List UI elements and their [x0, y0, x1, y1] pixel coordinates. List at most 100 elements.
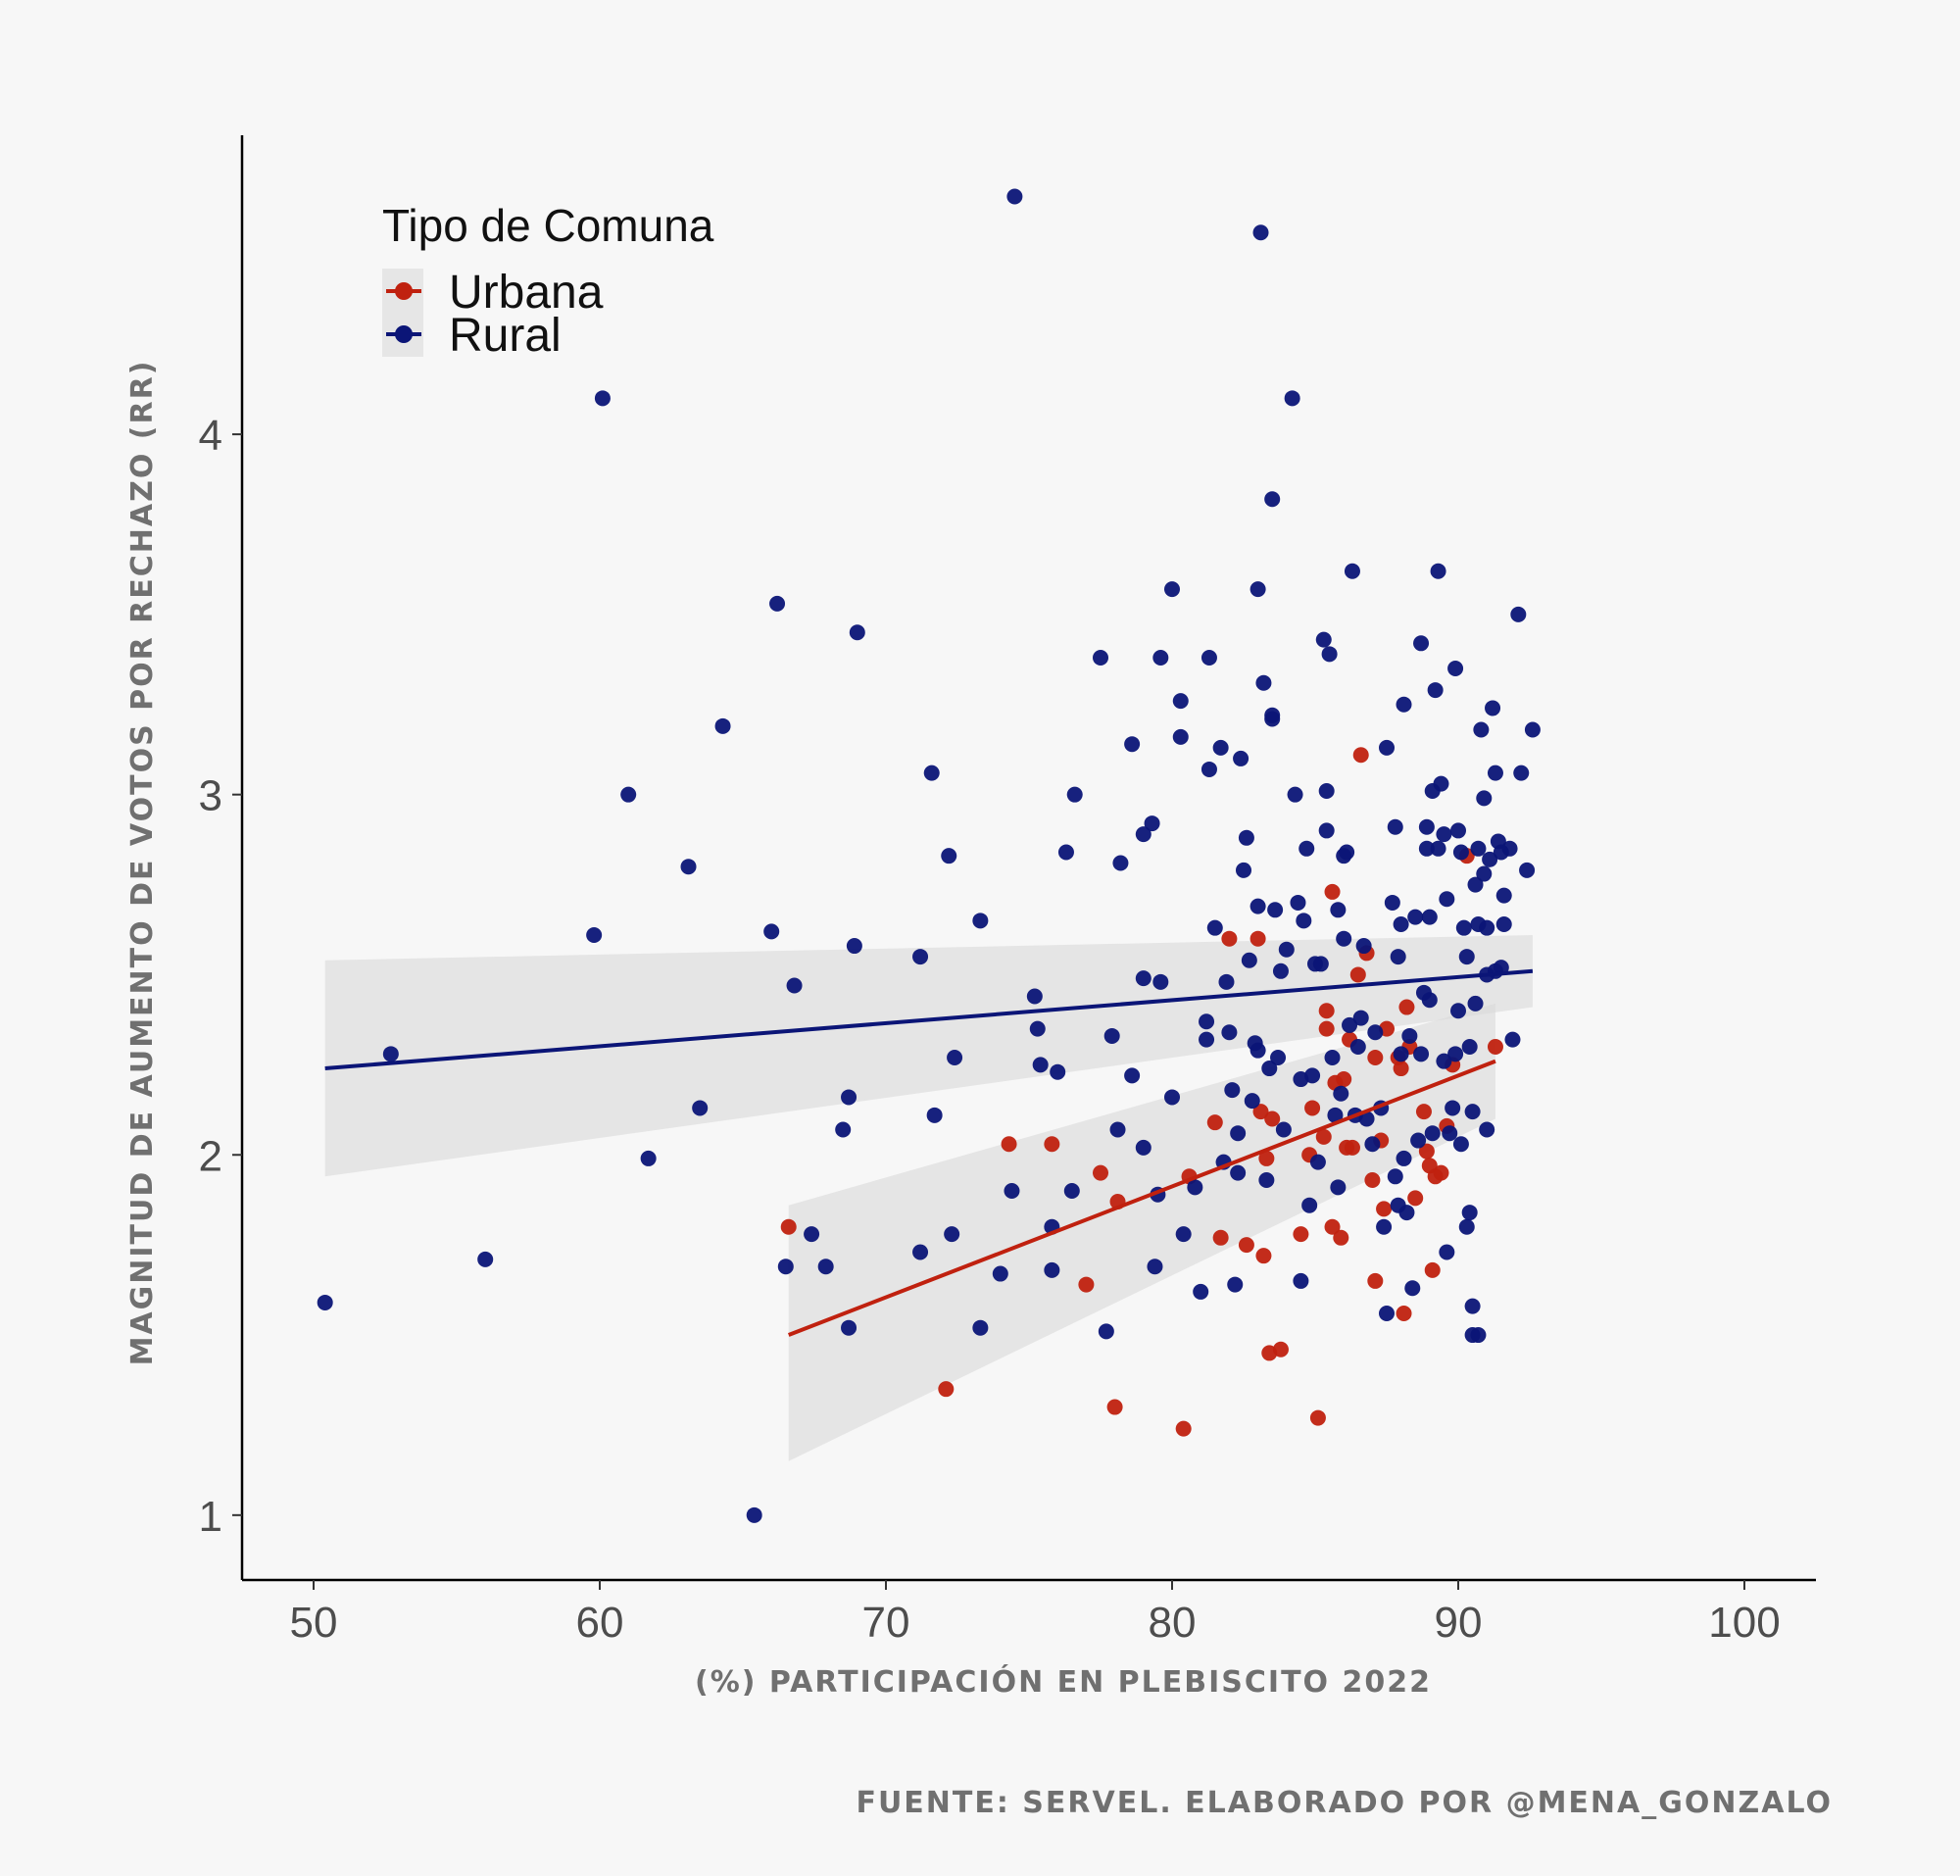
point-rural: [1193, 1283, 1209, 1300]
x-tick-label: 70: [862, 1599, 910, 1647]
point-urbana: [1309, 1409, 1326, 1426]
point-rural: [1309, 1154, 1326, 1170]
point-rural: [1450, 1003, 1466, 1019]
source-note: FUENTE: SERVEL. ELABORADO POR @MENA_GONZ…: [856, 1786, 1833, 1820]
y-ticks: 1 2 3 4: [199, 412, 242, 1541]
point-rural: [1513, 765, 1530, 781]
point-urbana: [1106, 1399, 1123, 1415]
point-rural: [923, 765, 940, 781]
point-rural: [1103, 1027, 1120, 1044]
point-rural: [1112, 855, 1129, 871]
point-rural: [1206, 919, 1223, 936]
point-rural: [1504, 1031, 1521, 1048]
point-rural: [1290, 894, 1306, 911]
point-rural: [1358, 1111, 1375, 1127]
point-rural: [1413, 635, 1430, 652]
point-rural: [1461, 1038, 1478, 1055]
point-urbana: [1349, 966, 1366, 983]
point-rural: [1445, 1100, 1461, 1116]
point-rural: [1379, 1305, 1395, 1321]
axes: [240, 135, 1816, 1582]
point-urbana: [938, 1381, 955, 1398]
point-rural: [1315, 631, 1332, 648]
point-rural: [1390, 949, 1406, 965]
point-rural: [1376, 1218, 1393, 1235]
point-rural: [1135, 826, 1152, 843]
point-rural: [586, 927, 603, 944]
point-rural: [841, 1089, 858, 1106]
point-rural: [1450, 822, 1466, 839]
point-rural: [1301, 1197, 1318, 1213]
point-rural: [1147, 1259, 1163, 1275]
point-rural: [1050, 1063, 1066, 1080]
point-rural: [972, 1319, 989, 1336]
y-tick-label: 3: [199, 772, 222, 820]
point-rural: [1324, 1050, 1341, 1066]
point-rural: [1367, 1024, 1384, 1041]
point-rural: [1221, 1024, 1238, 1041]
point-rural: [1473, 721, 1490, 738]
point-rural: [1275, 1121, 1292, 1138]
point-rural: [1495, 887, 1512, 904]
point-rural: [1387, 1168, 1403, 1185]
point-rural: [1470, 840, 1487, 857]
point-rural: [1255, 674, 1272, 691]
point-urbana: [780, 1218, 797, 1235]
point-rural: [382, 1046, 399, 1062]
point-rural: [1252, 224, 1269, 241]
point-rural: [1172, 693, 1189, 710]
point-rural: [1327, 1107, 1344, 1123]
point-rural: [817, 1259, 834, 1275]
point-rural: [786, 977, 803, 994]
point-urbana: [1304, 1100, 1321, 1116]
point-urbana: [1264, 1111, 1281, 1127]
point-rural: [680, 859, 697, 875]
point-urbana: [1376, 1201, 1393, 1217]
point-rural: [640, 1150, 657, 1166]
point-rural: [1250, 898, 1266, 914]
point-rural: [1212, 739, 1229, 756]
point-rural: [1352, 1010, 1369, 1026]
point-rural: [1476, 865, 1493, 882]
point-rural: [1241, 952, 1257, 968]
point-rural: [1396, 1150, 1412, 1166]
point-rural: [1424, 1125, 1441, 1142]
point-rural: [1199, 1013, 1215, 1030]
point-urbana: [1433, 1164, 1449, 1181]
point-urbana: [1344, 1139, 1360, 1156]
point-rural: [594, 390, 611, 407]
point-rural: [1524, 721, 1541, 738]
point-rural: [1384, 894, 1400, 911]
point-rural: [1270, 1050, 1287, 1066]
confidence-band-urbana: [788, 1003, 1495, 1461]
point-rural: [1238, 829, 1254, 846]
point-rural: [1093, 649, 1108, 666]
point-rural: [1124, 1067, 1141, 1084]
point-rural: [1230, 1125, 1247, 1142]
point-rural: [1464, 1298, 1481, 1314]
point-rural: [992, 1265, 1008, 1282]
point-rural: [1482, 851, 1498, 867]
point-urbana: [1175, 1420, 1192, 1437]
point-rural: [1421, 909, 1438, 925]
point-rural: [1164, 581, 1180, 598]
point-urbana: [1212, 1229, 1229, 1246]
point-rural: [1227, 1276, 1244, 1293]
point-rural: [1452, 1136, 1469, 1153]
x-tick-label: 90: [1435, 1599, 1483, 1647]
point-urbana: [1352, 747, 1369, 764]
point-rural: [1318, 822, 1335, 839]
point-rural: [1436, 1053, 1452, 1069]
point-rural: [1236, 862, 1251, 878]
point-urbana: [1418, 1143, 1435, 1160]
point-rural: [1427, 682, 1444, 699]
point-rural: [1004, 1183, 1020, 1200]
point-rural: [1421, 992, 1438, 1009]
point-rural: [912, 1244, 929, 1260]
point-rural: [1264, 707, 1281, 723]
point-urbana: [1336, 1071, 1352, 1088]
point-rural: [849, 624, 865, 641]
point-rural: [1467, 876, 1484, 893]
point-rural: [777, 1259, 794, 1275]
point-urbana: [1044, 1136, 1060, 1153]
